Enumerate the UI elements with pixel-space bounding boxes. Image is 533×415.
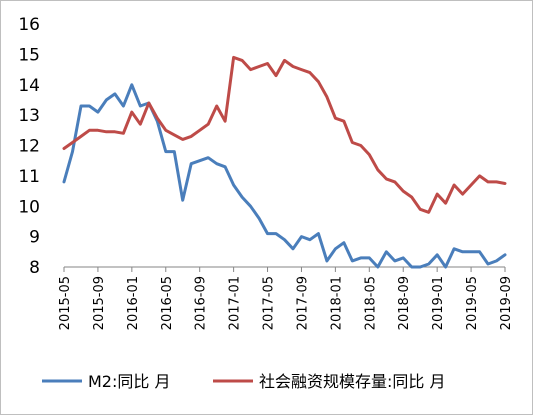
x-tick-label: 2015-05 — [58, 276, 73, 330]
axis-layer: 8 9 10 11 12 13 14 15 16 2015-05 2015-09 2016-01 201… — [18, 15, 514, 330]
x-tick-label: 2018-01 — [329, 276, 344, 330]
y-tick-label: 10 — [18, 197, 40, 217]
x-tick-label: 2019-01 — [431, 276, 446, 330]
y-tick-label: 13 — [18, 106, 40, 126]
series-layer — [62, 55, 507, 269]
x-tick-label: 2018-09 — [397, 276, 412, 330]
x-tick-label: 2017-01 — [228, 276, 243, 330]
x-tick-label: 2019-05 — [465, 276, 480, 330]
y-tick-label: 8 — [29, 258, 40, 278]
legend-label-2: 社会融资规模存量:同比 月 — [259, 372, 445, 391]
x-tick-label: 2016-01 — [126, 276, 141, 330]
y-tick-label: 16 — [18, 15, 40, 35]
x-tick-label: 2018-05 — [363, 276, 378, 330]
x-tick-label: 2019-09 — [499, 276, 514, 330]
series-line-1 — [62, 83, 507, 269]
x-tick-label: 2017-09 — [295, 276, 310, 330]
legend-label-1: M2:同比 月 — [88, 372, 170, 391]
y-tick-label: 12 — [18, 137, 40, 157]
x-tick-label: 2017-05 — [262, 276, 277, 330]
x-tick-label: 2016-09 — [194, 276, 209, 330]
x-tick-label: 2016-05 — [160, 276, 175, 330]
y-tick-label: 9 — [29, 228, 40, 248]
y-tick-label: 14 — [18, 76, 40, 96]
series-line-2 — [62, 55, 507, 214]
y-tick-label: 11 — [18, 167, 40, 187]
y-tick-label: 15 — [18, 45, 40, 65]
x-tick-label: 2015-09 — [92, 276, 107, 330]
legend: M2:同比 月 社会融资规模存量:同比 月 — [42, 372, 445, 391]
